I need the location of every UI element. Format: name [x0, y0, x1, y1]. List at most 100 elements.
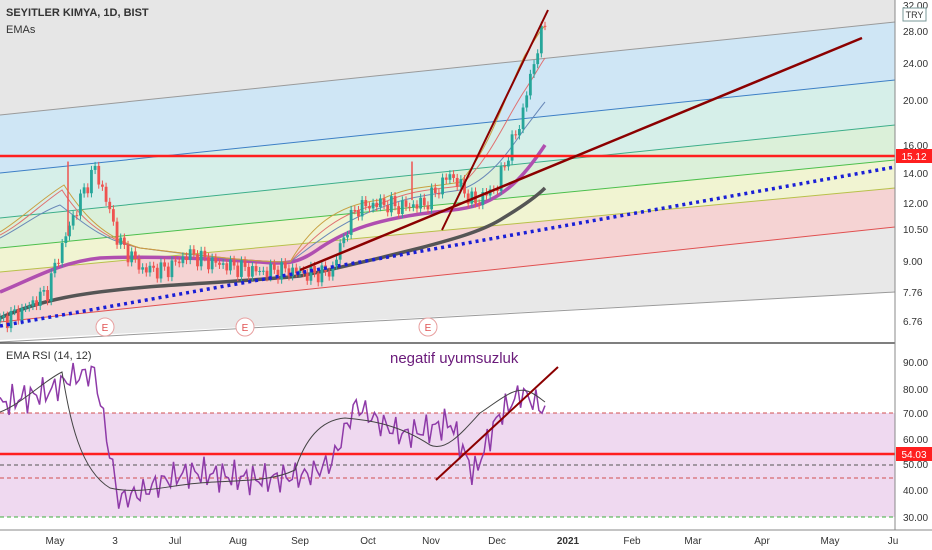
candle-body [291, 267, 295, 277]
candle-body [137, 258, 141, 270]
candle-body [2, 315, 6, 318]
currency-badge[interactable]: TRY [902, 7, 927, 22]
candle-body [265, 270, 269, 278]
candle-body [452, 174, 455, 178]
trendline-steep[interactable] [441, 9, 549, 231]
time-axis[interactable]: May 3 Jul Aug Sep Oct Nov Dec 2021 Feb Mar Apr May Ju [0, 529, 932, 547]
earnings-marker-2[interactable]: E [235, 317, 255, 337]
candle-body [393, 196, 397, 207]
candle-body [375, 202, 379, 208]
time-tick-label: Nov [422, 536, 440, 547]
candle-body [9, 310, 13, 329]
candle-body [104, 186, 108, 202]
time-tick-label: Apr [754, 536, 770, 547]
rsi-label: EMA RSI (14, 12) [6, 350, 92, 362]
rsi-tick-label: 30.00 [903, 513, 928, 524]
candle-body [16, 309, 20, 321]
channel-line-blue [0, 79, 896, 174]
time-tick-label: Mar [684, 536, 702, 547]
trendline-long[interactable] [299, 36, 863, 272]
candle-body [309, 265, 313, 281]
candle-body [31, 300, 35, 306]
channel-band-blue [0, 22, 895, 173]
time-tick-label: 2021 [557, 536, 580, 547]
candle-body [283, 262, 287, 269]
price-level-text: 15.12 [901, 152, 926, 163]
candle-body [90, 169, 93, 194]
rsi-tick-label: 70.00 [903, 409, 928, 420]
candle-body [177, 261, 181, 264]
candle-body [49, 273, 53, 302]
rsi-tick-label: 60.00 [903, 435, 928, 446]
candle-body [543, 25, 547, 27]
candle-body [27, 305, 31, 308]
time-axis-ticks: May 3 Jul Aug Sep Oct Nov Dec 2021 Feb Mar Apr May Ju [46, 536, 899, 547]
candle-body [38, 291, 42, 306]
candle-body [507, 160, 510, 167]
candle-body [0, 317, 2, 322]
candle-body [97, 165, 101, 185]
price-pane[interactable]: E E E SEYITLER KIMYA, 1D, BIST EMAs [0, 0, 896, 343]
price-level-tag: 15.12 [896, 149, 932, 163]
channel-band-gray-top [0, 0, 895, 115]
channel-line-top [0, 21, 896, 116]
rsi-divergence-trendline[interactable] [435, 366, 559, 481]
channel-band-gray-bottom [0, 227, 895, 340]
candle-body [404, 200, 408, 207]
candle-body [258, 270, 262, 272]
earnings-marker-1[interactable]: E [95, 317, 115, 337]
candle-body [441, 177, 444, 195]
price-axis[interactable]: 32.00 28.00 24.00 20.00 16.00 14.00 12.00 10.50… [894, 0, 932, 550]
candle-body [141, 267, 145, 270]
candle-body [521, 107, 525, 130]
candle-body [419, 197, 423, 209]
candle-body [53, 262, 57, 274]
channel-band-yellow [0, 160, 895, 272]
candle-body [203, 250, 207, 258]
candle-body [364, 200, 368, 207]
earnings-marker-3[interactable]: E [418, 317, 438, 337]
price-axis-ticks: 32.00 28.00 24.00 20.00 16.00 14.00 12.00 10.50… [903, 1, 928, 328]
candle-body [82, 187, 86, 194]
candle-body [338, 243, 342, 260]
candle-body [13, 309, 17, 311]
candle-body [444, 177, 448, 180]
time-tick-label: Feb [623, 536, 641, 547]
rsi-pane[interactable]: EMA RSI (14, 12) negatif uyumsuzluk [0, 350, 895, 518]
candle-body [368, 206, 371, 209]
candle-body [247, 266, 251, 277]
candle-body [455, 177, 459, 187]
candle-body [422, 197, 426, 206]
price-tick-label: 24.00 [903, 59, 928, 70]
candle-body [298, 270, 302, 274]
candle-body [481, 192, 485, 206]
candle-body [185, 256, 188, 261]
candle-body [254, 266, 258, 272]
price-tick-label: 32.00 [903, 1, 928, 12]
rsi-line [0, 362, 546, 509]
candle-body [389, 196, 393, 213]
candle-body [64, 236, 68, 244]
channel-line-red [0, 226, 896, 323]
candle-body [470, 191, 474, 204]
candle-body [192, 249, 196, 255]
price-tick-label: 7.76 [903, 288, 923, 299]
candle-body [528, 73, 532, 96]
candle-body [24, 307, 28, 309]
candle-body [411, 204, 415, 208]
candle-body [316, 273, 320, 283]
candle-body [86, 187, 90, 194]
candle-body [221, 263, 225, 265]
candle-body [320, 265, 324, 283]
price-tick-label: 16.00 [903, 141, 928, 152]
candle-body [155, 267, 159, 279]
earnings-marker-label: E [242, 323, 249, 334]
candle-body [536, 53, 540, 65]
indicator-label: EMAs [6, 24, 36, 36]
candle-body [243, 260, 247, 267]
candle-body [397, 206, 401, 214]
blue-dotted-trendline[interactable] [0, 165, 896, 328]
candle-body [433, 187, 437, 194]
candle-body [79, 193, 82, 216]
